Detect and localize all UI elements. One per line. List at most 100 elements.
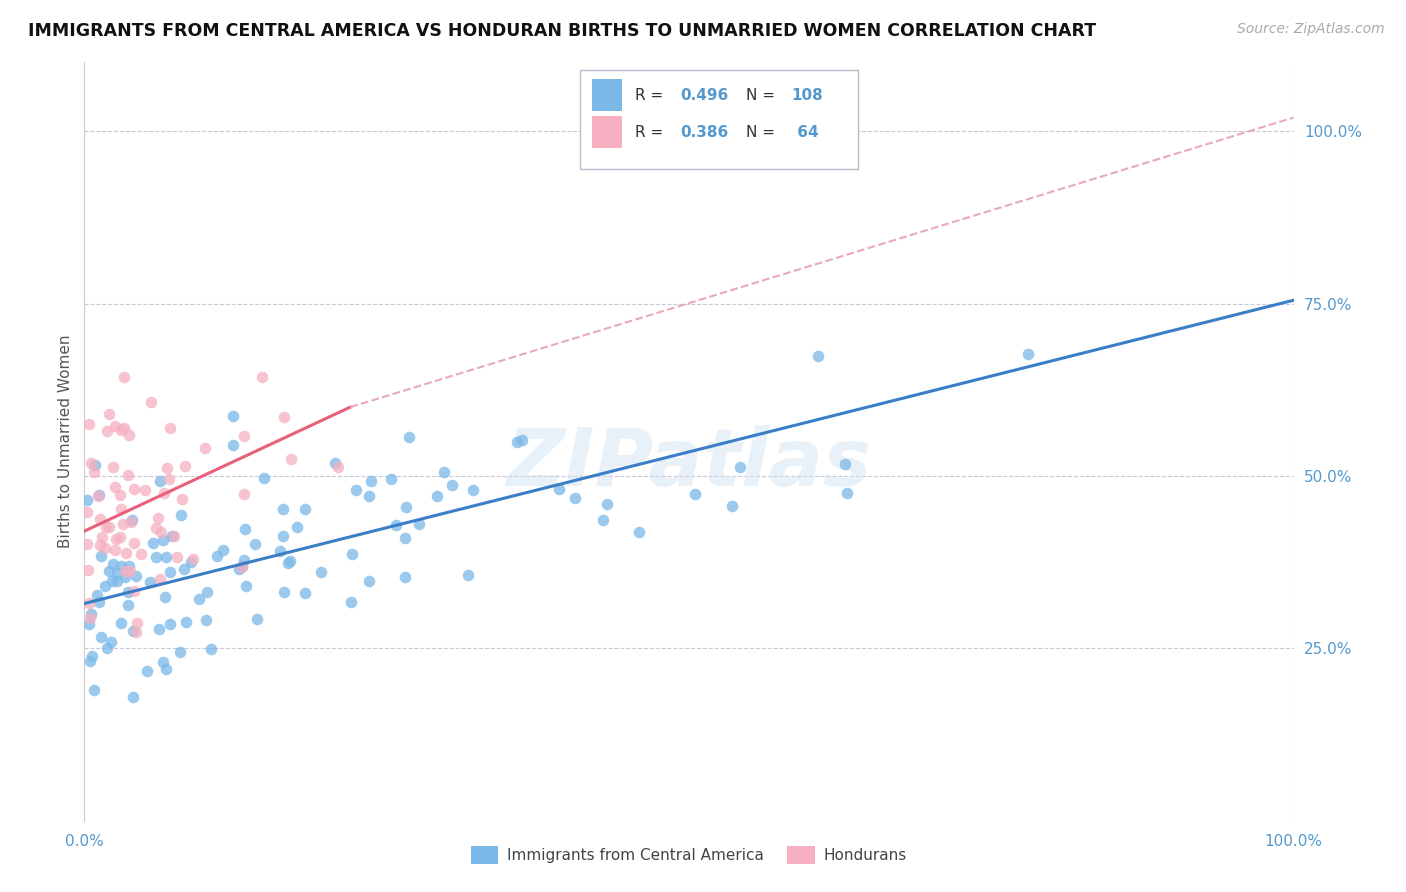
Point — [117, 585, 139, 599]
Point — [309, 565, 332, 579]
Point — [243, 537, 266, 551]
Point — [125, 569, 148, 583]
Point — [194, 441, 217, 455]
Point — [596, 497, 619, 511]
Point — [94, 541, 117, 555]
Point — [77, 596, 100, 610]
Point — [231, 558, 253, 573]
Point — [107, 574, 129, 589]
Point — [108, 488, 131, 502]
Point — [110, 616, 132, 631]
Point — [357, 489, 380, 503]
Point — [110, 558, 132, 573]
Point — [118, 428, 141, 442]
Y-axis label: Births to Unmarried Women: Births to Unmarried Women — [58, 334, 73, 549]
Point — [76, 536, 98, 550]
Point — [80, 649, 103, 664]
Point — [83, 466, 105, 480]
Point — [77, 617, 100, 632]
Point — [152, 485, 174, 500]
Point — [176, 615, 198, 630]
Point — [98, 520, 121, 534]
Point — [380, 472, 402, 486]
Text: R =: R = — [634, 87, 668, 103]
Point — [212, 542, 235, 557]
Point — [114, 564, 136, 578]
Point — [105, 532, 128, 546]
Point — [155, 662, 177, 676]
Point — [252, 370, 274, 384]
Point — [720, 499, 742, 513]
Point — [159, 421, 181, 435]
Point — [200, 642, 222, 657]
Point — [278, 554, 301, 568]
Point — [271, 502, 294, 516]
Point — [118, 559, 141, 574]
Point — [104, 542, 127, 557]
Point — [205, 549, 228, 563]
Point — [159, 565, 181, 579]
Point — [160, 529, 183, 543]
Point — [77, 563, 100, 577]
Point — [564, 491, 586, 506]
Point — [328, 460, 350, 475]
Point — [120, 564, 142, 578]
Bar — [592, 79, 623, 111]
Point — [188, 592, 211, 607]
Point — [148, 622, 170, 636]
Point — [235, 579, 257, 593]
Point — [127, 616, 149, 631]
Point — [221, 409, 243, 424]
Text: N =: N = — [745, 125, 780, 140]
Point — [344, 483, 367, 497]
Point — [112, 421, 135, 435]
Point — [122, 535, 145, 549]
Point — [157, 472, 180, 486]
Point — [114, 570, 136, 584]
Point — [115, 546, 138, 560]
Point — [592, 513, 614, 527]
Point — [141, 394, 163, 409]
Point — [235, 522, 257, 536]
Point — [269, 544, 291, 558]
Text: N =: N = — [745, 87, 780, 103]
Point — [100, 635, 122, 649]
Point — [142, 536, 165, 550]
Point — [152, 533, 174, 547]
Point — [510, 434, 533, 448]
Point — [273, 585, 295, 599]
Point — [398, 429, 420, 443]
Point — [457, 568, 479, 582]
Point — [149, 524, 172, 539]
Point — [90, 630, 112, 644]
Point — [117, 467, 139, 482]
Point — [231, 559, 253, 574]
Point — [628, 525, 651, 540]
Point — [104, 418, 127, 433]
Point — [121, 624, 143, 638]
Point — [134, 483, 156, 497]
Point — [294, 502, 316, 516]
Text: R =: R = — [634, 125, 668, 140]
Point — [170, 491, 193, 506]
Text: 64: 64 — [792, 125, 818, 140]
Point — [101, 574, 124, 589]
Point — [463, 483, 485, 497]
Point — [323, 456, 346, 470]
Point — [394, 570, 416, 584]
Point — [121, 690, 143, 705]
Point — [80, 457, 103, 471]
Point — [86, 588, 108, 602]
Point — [807, 350, 830, 364]
Point — [155, 549, 177, 564]
Point — [155, 461, 177, 475]
Point — [233, 487, 256, 501]
Point — [163, 529, 186, 543]
Point — [506, 434, 529, 449]
Point — [93, 579, 115, 593]
Point — [83, 458, 105, 472]
Point — [80, 607, 103, 621]
Point — [152, 655, 174, 669]
Point — [79, 417, 101, 431]
Point — [110, 423, 132, 437]
